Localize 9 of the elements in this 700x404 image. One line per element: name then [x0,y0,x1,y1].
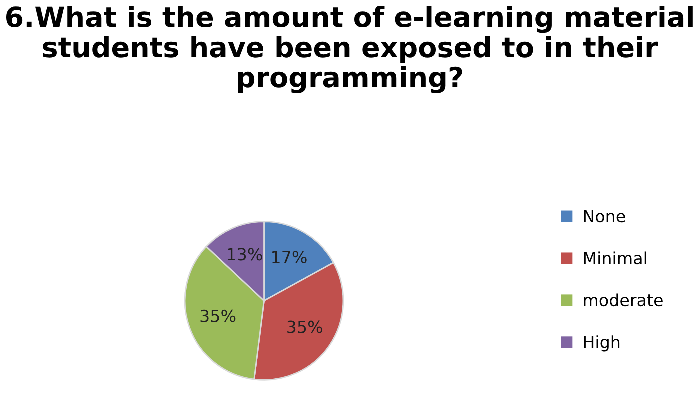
data-label: 35% [200,310,236,322]
data-label: 17% [272,250,307,264]
data-label: 35% [288,320,322,334]
legend-label: moderate [584,294,663,307]
chart-title: 6.What is the amount of e-learning material students have been exposed to in their programming? [6,6,693,94]
legend-label: High [584,336,620,352]
data-label: 13% [228,248,262,261]
legend-label: None [584,210,626,223]
legend-label: Minimal [584,252,646,265]
